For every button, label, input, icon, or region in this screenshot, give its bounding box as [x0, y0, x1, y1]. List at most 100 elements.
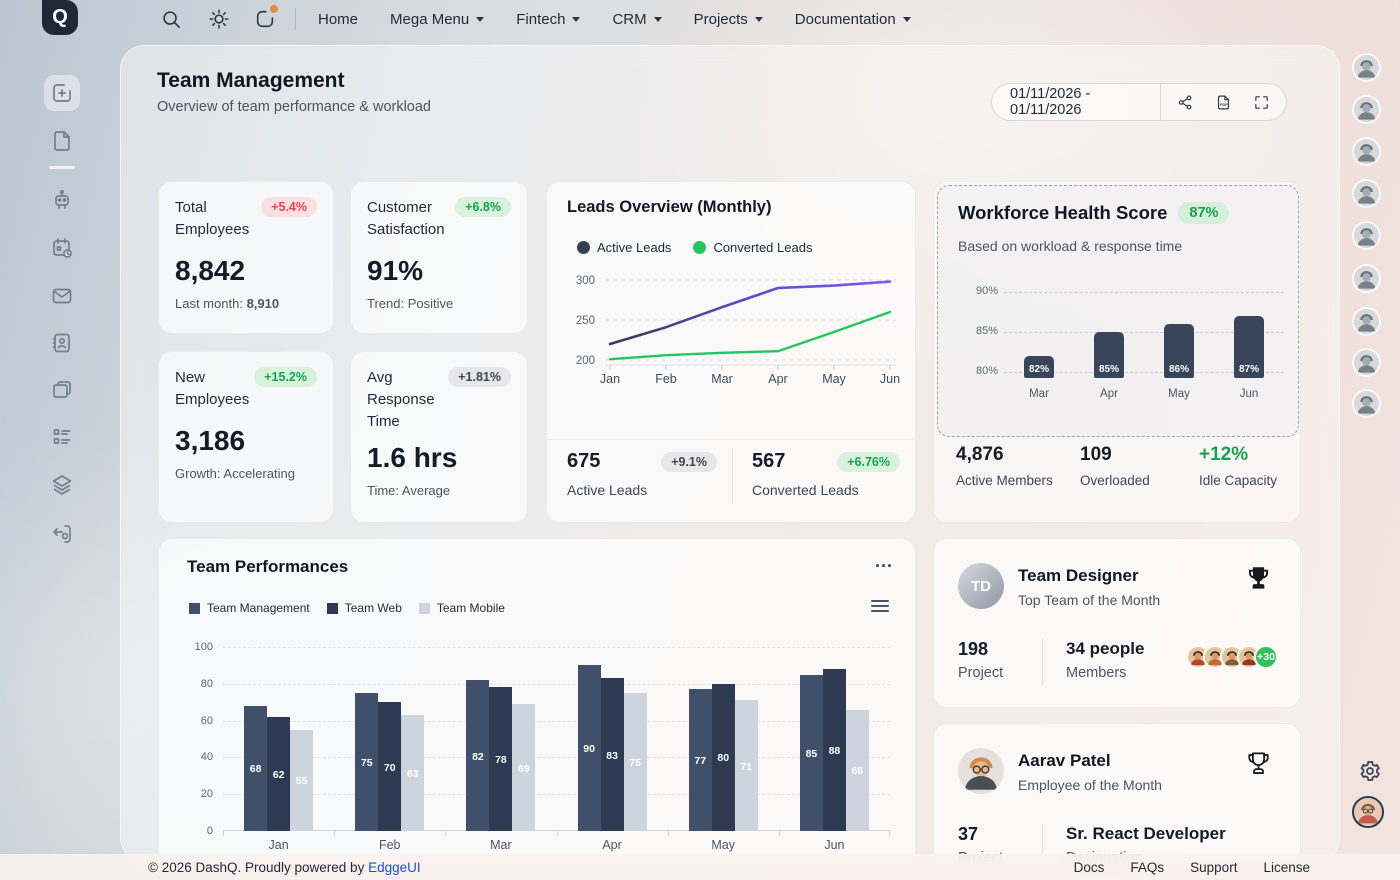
- performance-bar: 80: [711, 683, 735, 831]
- performances-legend: Team Management Team Web Team Mobile: [189, 601, 505, 615]
- teammate-avatar[interactable]: [1352, 307, 1381, 336]
- performances-plot: 68 62 55 Jan 75 70 63 Feb 82 78 69 Mar 90 83 75 Apr 77 80…: [223, 647, 890, 852]
- chart-menu-icon[interactable]: [871, 597, 889, 615]
- workforce-title: Workforce Health Score 87%: [958, 202, 1230, 224]
- app-logo[interactable]: Q: [42, 0, 78, 35]
- date-range-picker[interactable]: 01/11/2026 - 01/11/2026: [1010, 86, 1091, 118]
- bar-value-label: 82%: [1028, 364, 1049, 375]
- nav-item-mega-menu[interactable]: Mega Menu: [390, 11, 485, 28]
- legend-label: Team Mobile: [436, 601, 505, 615]
- workforce-title-text: Workforce Health Score: [958, 202, 1168, 223]
- stat-value: 3,186: [175, 424, 246, 456]
- teammate-avatar[interactable]: [1352, 137, 1381, 166]
- nav-divider: [295, 8, 296, 30]
- employee-subtitle: Employee of the Month: [1018, 777, 1162, 793]
- x-axis-label: Apr: [602, 838, 622, 852]
- bar-value-label: 55: [295, 775, 308, 788]
- employee-name: Aarav Patel: [1018, 751, 1111, 770]
- x-axis-label: Mar: [490, 838, 512, 852]
- contacts-book-icon[interactable]: [50, 331, 74, 355]
- workforce-chart-box: Workforce Health Score 87% Based on workl…: [937, 185, 1299, 437]
- performance-bar: 55: [290, 729, 314, 831]
- nav-label: Fintech: [516, 10, 566, 28]
- legend-swatch: [418, 602, 430, 614]
- nav-item-documentation[interactable]: Documentation: [795, 11, 911, 28]
- bar-value-label: 77: [694, 755, 707, 768]
- bar-value-label: 66: [851, 765, 864, 778]
- date-range-toolbar: 01/11/2026 - 01/11/2026 PDF: [991, 83, 1287, 121]
- gridline: [223, 647, 890, 648]
- person-avatar-graphic: [1354, 266, 1379, 291]
- teammate-avatar[interactable]: [1352, 95, 1381, 124]
- page-title: Team Management: [157, 69, 345, 92]
- top-team-card: TD Team Designer Top Team of the Month 1…: [933, 538, 1301, 708]
- footer-link-docs[interactable]: Docs: [1073, 859, 1105, 875]
- brand-link[interactable]: EdggeUI: [368, 859, 421, 875]
- teammate-avatar[interactable]: [1352, 221, 1381, 250]
- nav-item-crm[interactable]: CRM: [612, 11, 662, 28]
- teammate-avatar[interactable]: [1352, 389, 1381, 418]
- performance-bar: 62: [267, 716, 291, 831]
- inbox-mail-icon[interactable]: [50, 284, 74, 308]
- logout-icon[interactable]: [50, 522, 74, 546]
- performance-bar: 70: [378, 702, 402, 831]
- pdf-export-icon[interactable]: PDF: [1215, 94, 1232, 111]
- axis-tick: [889, 831, 890, 836]
- y-axis-label: 40: [200, 751, 213, 764]
- task-list-icon[interactable]: [50, 425, 74, 449]
- axis-tick: [334, 831, 336, 836]
- y-axis-label: 60: [200, 714, 213, 727]
- performance-bar: 71: [734, 700, 758, 831]
- current-user-avatar[interactable]: [1352, 796, 1384, 828]
- total-label: Converted Leads: [752, 482, 859, 498]
- person-avatar-graphic: [1354, 223, 1379, 248]
- legend-dot: [577, 241, 590, 254]
- nav-item-fintech[interactable]: Fintech: [516, 10, 581, 28]
- ai-assistant-icon[interactable]: [50, 188, 74, 212]
- chevron-down-icon: [653, 16, 662, 22]
- svg-text:Jun: Jun: [880, 372, 900, 386]
- team-members-label: Members: [1066, 665, 1127, 681]
- card-divider: [1042, 824, 1043, 861]
- add-new-icon[interactable]: [44, 75, 80, 111]
- footer-link-license[interactable]: License: [1263, 859, 1310, 875]
- employee-avatar: [958, 748, 1004, 794]
- search-icon[interactable]: [160, 8, 182, 30]
- kpi-active-members: 4,876 Active Members: [956, 444, 1080, 488]
- teammate-avatar[interactable]: [1352, 348, 1381, 377]
- kpi-label: Active Members: [956, 473, 1053, 488]
- nav-item-home[interactable]: Home: [318, 11, 358, 28]
- notifications-icon[interactable]: [254, 5, 278, 30]
- chevron-down-icon: [902, 16, 911, 22]
- person-avatar-graphic: [1354, 350, 1379, 375]
- footer: © 2026 DashQ. Proudly powered by EdggeUI…: [0, 854, 1400, 880]
- share-icon[interactable]: [1177, 94, 1194, 111]
- stat-label: Customer Satisfaction: [367, 199, 445, 238]
- bar-value-label: 83: [606, 749, 618, 762]
- person-avatar-graphic: [1354, 309, 1379, 334]
- bar-value-label: 86%: [1168, 364, 1189, 375]
- fullscreen-icon[interactable]: [1253, 94, 1270, 111]
- theme-sun-icon[interactable]: [208, 8, 230, 30]
- teammate-avatar[interactable]: [1352, 53, 1381, 82]
- folders-icon[interactable]: [50, 378, 74, 402]
- more-options-icon[interactable]: ...: [874, 551, 893, 571]
- y-axis-label: 100: [194, 641, 213, 653]
- person-avatar-graphic: [1354, 139, 1379, 164]
- stat-value: 1.6 hrs: [367, 442, 458, 474]
- notification-dot: [270, 5, 278, 13]
- layers-icon[interactable]: [50, 473, 74, 497]
- footer-links: Docs FAQs Support License: [1074, 860, 1310, 875]
- draft-document-icon[interactable]: [50, 129, 74, 153]
- stat-footnote: Time: Average: [367, 483, 511, 498]
- teammate-avatar[interactable]: [1352, 179, 1381, 208]
- nav-item-projects[interactable]: Projects: [694, 11, 763, 28]
- teammate-avatar[interactable]: [1352, 264, 1381, 293]
- top-employee-card: Aarav Patel Employee of the Month 37 Pro…: [933, 723, 1301, 861]
- footer-link-faqs[interactable]: FAQs: [1130, 859, 1165, 875]
- schedule-calendar-icon[interactable]: [50, 236, 74, 260]
- person-avatar-graphic: [1354, 97, 1379, 122]
- stat-footnote: Growth: Accelerating: [175, 466, 317, 481]
- footer-link-support[interactable]: Support: [1190, 859, 1238, 875]
- settings-gear-icon[interactable]: [1358, 759, 1382, 783]
